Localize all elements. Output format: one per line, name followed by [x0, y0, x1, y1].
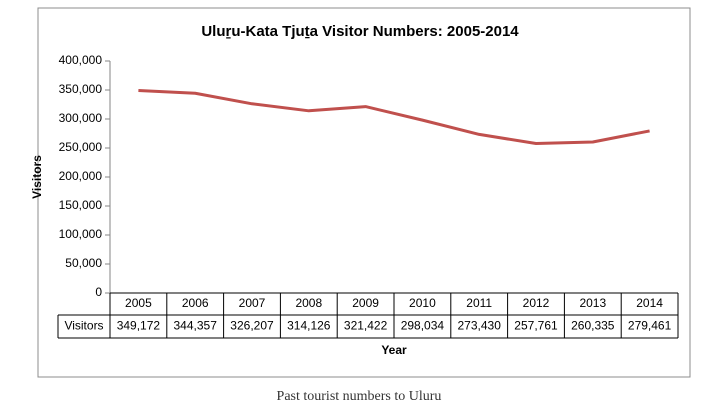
table-value: 260,335 [571, 319, 615, 333]
x-tick-label: 2006 [182, 296, 209, 310]
y-tick-label: 400,000 [59, 53, 103, 67]
y-tick-label: 50,000 [65, 256, 102, 270]
table-value: 257,761 [514, 319, 558, 333]
x-tick-label: 2011 [466, 296, 492, 310]
y-tick-label: 150,000 [59, 198, 103, 212]
table-row-label: Visitors [64, 319, 103, 333]
y-tick-label: 200,000 [59, 169, 103, 183]
y-tick-label: 300,000 [59, 111, 103, 125]
y-tick-label: 250,000 [59, 140, 103, 154]
y-tick-label: 100,000 [59, 227, 103, 241]
table-value: 349,172 [117, 319, 161, 333]
x-axis-label: Year [381, 343, 407, 357]
table-value: 344,357 [174, 319, 218, 333]
table-value: 326,207 [230, 319, 274, 333]
x-tick-label: 2009 [352, 296, 379, 310]
x-tick-label: 2005 [125, 296, 152, 310]
table-value: 279,461 [628, 319, 672, 333]
y-tick-label: 350,000 [59, 82, 103, 96]
x-tick-label: 2007 [239, 296, 266, 310]
table-value: 298,034 [401, 319, 445, 333]
y-axis-label: Visitors [30, 155, 44, 199]
table-value: 314,126 [287, 319, 331, 333]
caption: Past tourist numbers to Uluru [277, 389, 442, 404]
x-tick-label: 2008 [295, 296, 322, 310]
x-tick-label: 2010 [409, 296, 436, 310]
table-value: 273,430 [458, 319, 502, 333]
x-tick-label: 2013 [579, 296, 606, 310]
data-line [138, 88, 650, 145]
x-tick-label: 2014 [636, 296, 663, 310]
chart-title: Uluṟu-Kata Tjuṯa Visitor Numbers: 2005-2… [201, 23, 519, 40]
x-tick-label: 2012 [523, 296, 550, 310]
table-value: 321,422 [344, 319, 388, 333]
y-tick-label: 0 [95, 285, 102, 299]
